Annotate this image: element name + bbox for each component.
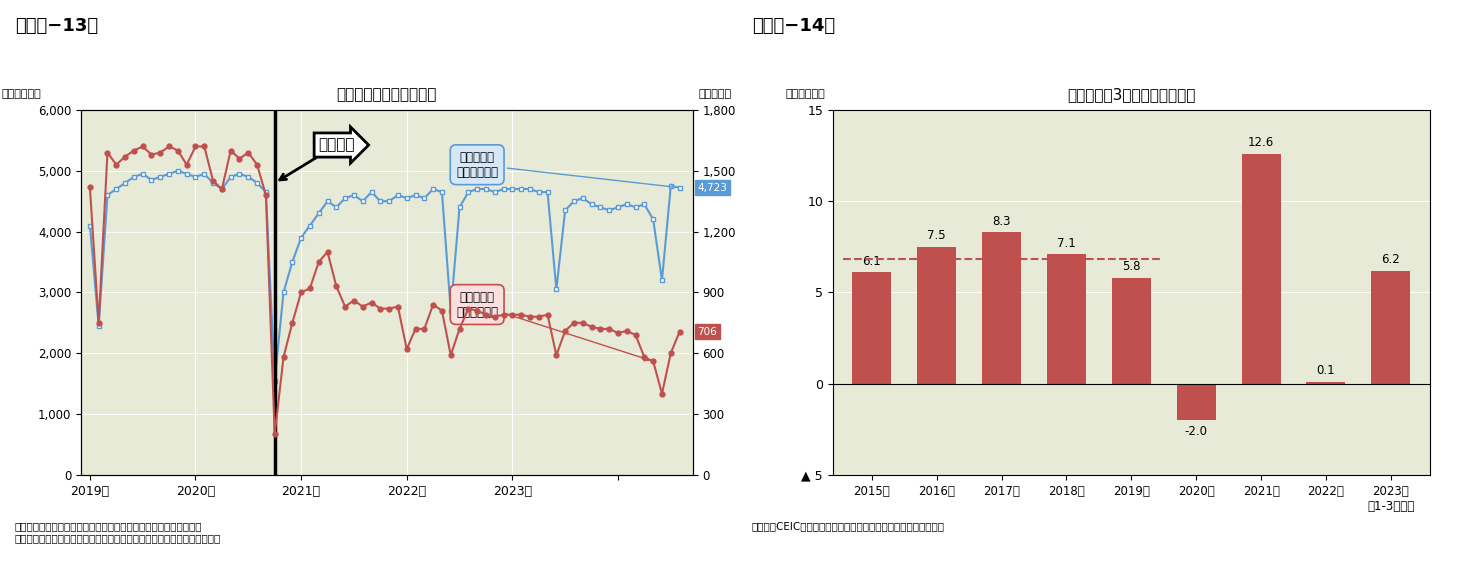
Title: コロナ悪化3業種の実質成長率: コロナ悪化3業種の実質成長率	[1067, 87, 1195, 102]
Text: 6.2: 6.2	[1381, 253, 1400, 266]
Bar	[982, 232, 1021, 384]
Text: （百万トン）: （百万トン）	[1, 89, 41, 99]
Text: 8.3: 8.3	[992, 215, 1011, 228]
Text: 12.6: 12.6	[1248, 136, 1274, 149]
Text: 旅客輸送数
（右目盛り）: 旅客輸送数 （右目盛り）	[455, 291, 649, 361]
Text: コロナ後: コロナ後	[280, 138, 355, 180]
Text: （百万人）: （百万人）	[699, 89, 733, 99]
Bar	[1047, 254, 1086, 384]
Text: （図表−13）: （図表−13）	[15, 17, 97, 35]
Bar	[1371, 270, 1411, 384]
Title: 貨物輸送量と旅客輸送数: 貨物輸送量と旅客輸送数	[336, 87, 438, 102]
Text: （資料）中国国家統計局、中国交通運輸部のデータを元に筆者作成
（注）鉄道、道路、水路、空路それぞれの貨物輸送量と旅客数を単純合計: （資料）中国国家統計局、中国交通運輸部のデータを元に筆者作成 （注）鉄道、道路、…	[15, 521, 221, 543]
Text: 貨物輸送量
（左目盛り）: 貨物輸送量 （左目盛り）	[455, 151, 675, 189]
Text: -2.0: -2.0	[1185, 424, 1207, 438]
Text: 6.1: 6.1	[862, 255, 881, 267]
Bar	[1306, 382, 1346, 384]
Bar	[917, 247, 957, 384]
Bar	[1241, 154, 1281, 384]
Text: 5.8: 5.8	[1122, 260, 1141, 273]
Text: 4,723: 4,723	[697, 182, 727, 193]
Bar	[1111, 278, 1151, 384]
Bar	[1176, 384, 1216, 420]
Bar	[852, 272, 892, 384]
Text: 7.1: 7.1	[1057, 237, 1076, 250]
Text: 7.5: 7.5	[927, 229, 946, 242]
Text: （図表−14）: （図表−14）	[752, 17, 834, 35]
Text: 0.1: 0.1	[1316, 364, 1335, 377]
Text: （資料）CEIC（出所は中国国家統計局）のデータを元に筆者作成: （資料）CEIC（出所は中国国家統計局）のデータを元に筆者作成	[752, 521, 945, 531]
Text: （前年比％）: （前年比％）	[786, 89, 825, 99]
Text: 706: 706	[697, 327, 716, 337]
